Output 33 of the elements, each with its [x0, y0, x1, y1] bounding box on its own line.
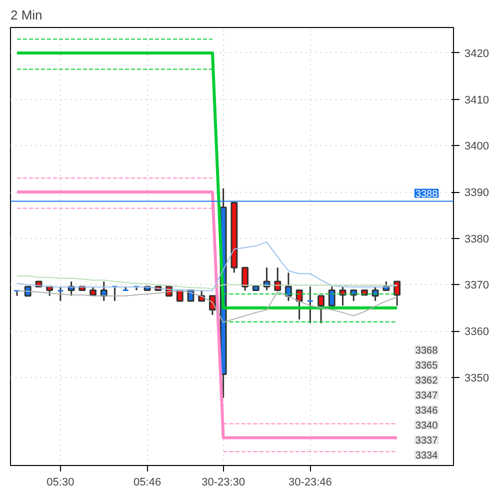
- y-tick-label: 3410: [464, 94, 489, 106]
- candlestick: [242, 266, 248, 292]
- x-tick-label: 30-23:46: [288, 476, 332, 488]
- candlestick: [208, 295, 216, 316]
- candlestick: [296, 290, 303, 320]
- y-tick-label: 3400: [464, 140, 489, 153]
- text: 3365: [415, 360, 438, 372]
- text: 3340: [415, 420, 438, 432]
- candlestick: [274, 266, 282, 292]
- text: 3334: [415, 450, 438, 462]
- candlestick: [372, 286, 379, 302]
- candlestick: [318, 295, 324, 324]
- x-tick-label: 05:46: [134, 476, 162, 488]
- text: 3347: [415, 390, 438, 402]
- candlestick: [306, 286, 314, 324]
- candlestick: [394, 280, 401, 306]
- text: 3346: [415, 406, 438, 416]
- chart-title: 2 Min: [10, 8, 42, 22]
- candlestick: [350, 290, 358, 302]
- ref-line-label: 3388: [415, 188, 438, 200]
- x-tick-label: 05:30: [46, 476, 74, 488]
- text: 3362: [415, 376, 438, 386]
- x-tick-label: 30-23:30: [202, 476, 246, 488]
- y-tick-label: 3370: [464, 280, 489, 292]
- candlestick: [56, 286, 64, 302]
- y-tick-label: 3360: [464, 326, 489, 338]
- y-tick-label: 3390: [464, 187, 489, 200]
- candlestick: [111, 286, 118, 302]
- text: 3337: [415, 436, 438, 446]
- text: 3368: [415, 346, 438, 356]
- y-tick-label: 3350: [464, 372, 489, 384]
- y-tick-label: 3420: [464, 48, 489, 60]
- y-tick-label: 3380: [464, 233, 489, 246]
